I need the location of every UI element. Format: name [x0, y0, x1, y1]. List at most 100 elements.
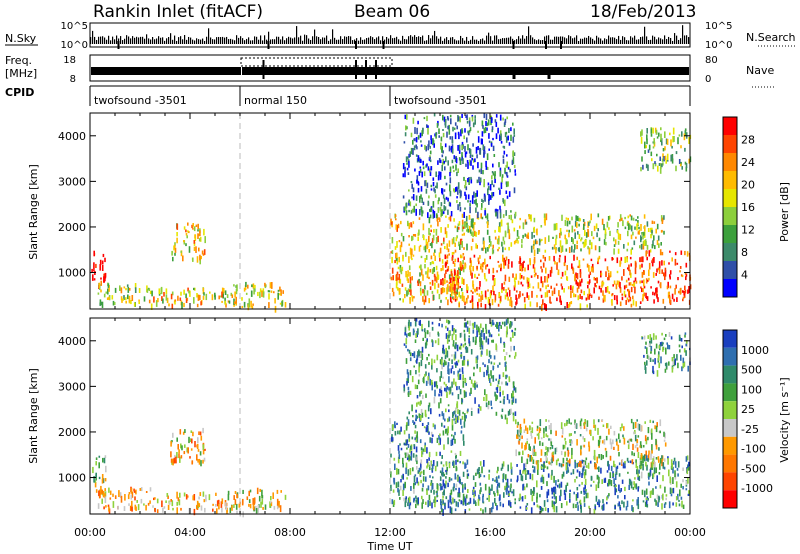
data-cell [652, 141, 655, 144]
data-cell [598, 237, 601, 242]
data-cell [645, 450, 647, 456]
nsky-bar [684, 35, 686, 44]
data-cell [457, 116, 460, 121]
data-cell [422, 223, 425, 231]
data-cell [441, 472, 443, 476]
nsky-bar [326, 35, 328, 44]
data-cell [510, 462, 512, 470]
data-cell [495, 208, 497, 211]
data-cell [484, 195, 486, 202]
data-cell [398, 240, 401, 243]
data-cell [442, 279, 444, 286]
data-cell [579, 502, 582, 506]
data-cell [539, 440, 541, 446]
data-cell [607, 495, 609, 499]
data-cell [650, 467, 652, 470]
data-cell [542, 507, 544, 512]
data-cell [419, 391, 421, 397]
data-cell [102, 457, 104, 463]
data-cell [553, 475, 555, 483]
data-cell [260, 501, 262, 508]
data-cell [505, 165, 507, 168]
data-cell [648, 481, 650, 486]
data-cell [507, 318, 509, 324]
data-cell [497, 260, 500, 263]
data-cell [427, 212, 429, 218]
nsky-label: N.Sky [5, 32, 37, 45]
data-cell [180, 291, 182, 296]
data-cell [430, 184, 433, 188]
data-cell [655, 457, 658, 460]
data-cell [502, 145, 505, 148]
data-cell [643, 292, 645, 297]
data-cell [610, 465, 613, 472]
data-cell [456, 287, 458, 295]
data-cell [531, 231, 533, 239]
data-cell [418, 265, 421, 269]
data-cell [126, 284, 129, 287]
data-cell [459, 450, 462, 456]
data-cell [171, 500, 174, 507]
nsky-bar [180, 36, 182, 44]
data-cell [200, 505, 203, 511]
data-cell [394, 214, 397, 218]
nsky-bar [516, 39, 518, 44]
data-cell [106, 297, 109, 300]
data-cell [594, 463, 596, 470]
data-cell [228, 300, 231, 304]
data-cell [518, 429, 521, 433]
power-ylabel: Slant Range [km] [27, 164, 40, 260]
data-cell [460, 343, 463, 346]
data-cell [561, 474, 564, 479]
data-cell [595, 285, 597, 288]
data-cell [565, 421, 568, 426]
data-cell [466, 225, 469, 230]
data-cell [550, 266, 553, 274]
data-cell [421, 323, 423, 331]
data-cell [92, 466, 94, 474]
nsky-bar [130, 38, 132, 44]
data-cell [674, 470, 676, 478]
data-cell [420, 194, 422, 199]
data-cell [169, 501, 171, 505]
data-cell [430, 489, 432, 493]
data-cell [166, 297, 169, 304]
power-scatter [91, 113, 692, 313]
data-cell [252, 498, 254, 505]
data-cell [492, 478, 494, 482]
data-cell [581, 481, 583, 485]
nsky-bar [582, 38, 584, 44]
nsky-bar [668, 36, 670, 44]
data-cell [485, 215, 487, 219]
data-cell [462, 371, 464, 375]
data-cell [480, 487, 482, 492]
data-cell [684, 289, 687, 294]
data-cell [657, 280, 660, 284]
data-cell [659, 249, 662, 256]
data-cell [409, 297, 411, 304]
data-cell [529, 425, 531, 431]
data-cell [563, 288, 565, 293]
data-cell [198, 238, 201, 242]
data-cell [637, 470, 639, 478]
data-cell [422, 166, 425, 170]
data-cell [455, 417, 457, 424]
data-cell [449, 285, 451, 292]
data-cell [152, 505, 154, 508]
data-cell [463, 359, 466, 366]
data-cell [507, 259, 510, 265]
data-cell [517, 240, 519, 244]
data-cell [464, 266, 466, 270]
data-cell [417, 135, 420, 140]
data-cell [195, 224, 198, 227]
data-cell [511, 261, 513, 268]
data-cell [471, 154, 474, 157]
data-cell [482, 509, 484, 514]
data-cell [669, 487, 672, 494]
nsky-bar [168, 37, 170, 44]
power-colorbar-label: Power [dB] [778, 182, 791, 242]
data-cell [457, 182, 460, 189]
data-cell [641, 271, 644, 278]
nsky-bar [252, 40, 254, 44]
nsky-bar [182, 39, 184, 44]
